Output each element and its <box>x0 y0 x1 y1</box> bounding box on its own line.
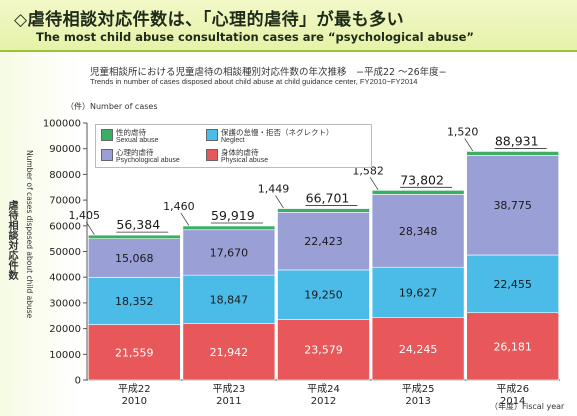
x-tick-label-en: 2014 <box>500 396 525 407</box>
data-label: 19,250 <box>304 289 343 302</box>
total-label: 59,919 <box>211 208 255 223</box>
callout-line <box>369 177 379 191</box>
data-label: 38,775 <box>493 199 532 212</box>
callout-line <box>180 212 190 226</box>
legend-label-ja: 心理的虐待 <box>116 148 154 157</box>
y-tick-label: 60000 <box>49 221 81 232</box>
x-tick-label-en: 2010 <box>122 396 147 407</box>
y-axis-label-ja: 虐待相談対応件数 <box>6 200 17 280</box>
data-label: 22,423 <box>304 235 343 248</box>
x-tick-label-ja: 平成26 <box>496 383 529 395</box>
bar-segment <box>182 274 276 324</box>
y-tick-label: 40000 <box>49 273 81 284</box>
data-label: 23,579 <box>304 344 343 357</box>
legend-label-en: Sexual abuse <box>116 137 159 144</box>
data-label: 17,670 <box>210 246 249 259</box>
chart-title: 児童相談所における児童虐待の相談種別対応件数の年次推移 −平成22 〜26年度− <box>90 67 447 78</box>
bar-segment <box>88 238 181 278</box>
header-rule <box>0 50 577 52</box>
bar-segment <box>371 190 465 195</box>
legend-label-ja: 保護の怠慢・拒否（ネグレクト） <box>221 128 334 137</box>
data-label: 15,068 <box>115 252 154 265</box>
data-label: 18,847 <box>210 293 249 306</box>
legend-label-ja: 性的虐待 <box>116 128 146 137</box>
x-tick-label-ja: 平成25 <box>402 383 435 395</box>
bar-segment <box>277 319 370 381</box>
bar-segment <box>277 208 370 213</box>
y-tick-label: 80000 <box>49 170 81 181</box>
bar-segment <box>371 317 465 381</box>
y-tick-label: 20000 <box>49 324 81 335</box>
bar-segment <box>277 212 370 271</box>
legend-swatch-neglect <box>206 129 218 141</box>
y-tick-label: 70000 <box>49 196 81 207</box>
y-tick-label: 30000 <box>49 298 81 309</box>
y-tick-label: 90000 <box>49 144 81 155</box>
data-label: 24,245 <box>399 343 438 356</box>
legend-swatch-physical-abuse <box>206 149 218 161</box>
callout-line <box>86 221 95 235</box>
y-tick-label: 0 <box>75 376 81 387</box>
data-label: 22,455 <box>493 278 532 291</box>
legend-label-en: Physical abuse <box>221 157 269 164</box>
bar-segment <box>466 151 560 156</box>
bar-segment <box>371 194 465 268</box>
bar-segment <box>182 229 276 276</box>
x-tick-label-en: 2012 <box>311 396 336 407</box>
legend-label-ja: 身体的虐待 <box>221 148 259 157</box>
bar-segment <box>466 155 560 256</box>
bar-segment <box>88 234 181 240</box>
bar-segment <box>466 312 560 381</box>
data-label: 28,348 <box>399 225 438 238</box>
data-label: 18,352 <box>115 295 154 308</box>
legend-label-en: Neglect <box>221 137 245 144</box>
total-label: 73,802 <box>400 172 444 187</box>
y-tick-label: 50000 <box>49 247 81 258</box>
legend-swatch-psychological-abuse <box>101 149 113 161</box>
total-label: 88,931 <box>495 133 539 148</box>
data-label: 26,181 <box>493 340 532 353</box>
data-label: 21,942 <box>210 346 249 359</box>
callout-line <box>275 195 284 209</box>
total-label: 56,384 <box>116 217 160 232</box>
chart-legend: 性的虐待 Sexual abuse 保護の怠慢・拒否（ネグレクト） Neglec… <box>95 124 372 168</box>
total-label: 66,701 <box>306 191 350 206</box>
chart-subtitle: Trends in number of cases disposed about… <box>90 77 418 86</box>
bar-segment <box>182 323 276 381</box>
bar-segment <box>182 225 276 231</box>
bar-segment <box>466 254 560 314</box>
sexual-abuse-label: 1,405 <box>69 209 101 222</box>
legend-label-en: Psychological abuse <box>116 157 180 164</box>
bar-segment <box>88 277 181 325</box>
page-title: ◇虐待相談対応件数は、「心理的虐待」が最も多い <box>14 10 405 30</box>
x-tick-label-en: 2011 <box>216 396 241 407</box>
page-title-english: The most child abuse consultation cases … <box>36 30 474 44</box>
x-tick-label-ja: 平成22 <box>118 383 151 395</box>
x-tick-label-en: 2013 <box>405 396 430 407</box>
sexual-abuse-label: 1,460 <box>163 200 195 213</box>
bar-segment <box>371 266 465 318</box>
bar-segment <box>88 324 181 381</box>
sexual-abuse-label: 1,520 <box>447 125 479 138</box>
bar-segment <box>277 269 370 320</box>
x-tick-label-ja: 平成23 <box>213 383 246 395</box>
x-tick-label-ja: 平成24 <box>307 383 340 395</box>
y-axis-label-en: Number of cases disposed about child abu… <box>25 150 34 319</box>
callout-line <box>464 138 473 152</box>
y-tick-label: 10000 <box>49 350 81 361</box>
x-axis-label: （年度）Fiscal year <box>490 402 565 411</box>
data-label: 19,627 <box>399 286 438 299</box>
y-unit-label: （件）Number of cases <box>66 102 158 111</box>
legend-swatch-sexual-abuse <box>101 129 113 141</box>
y-tick-label: 100000 <box>43 119 81 130</box>
data-label: 21,559 <box>115 346 154 359</box>
sexual-abuse-label: 1,449 <box>258 183 290 196</box>
